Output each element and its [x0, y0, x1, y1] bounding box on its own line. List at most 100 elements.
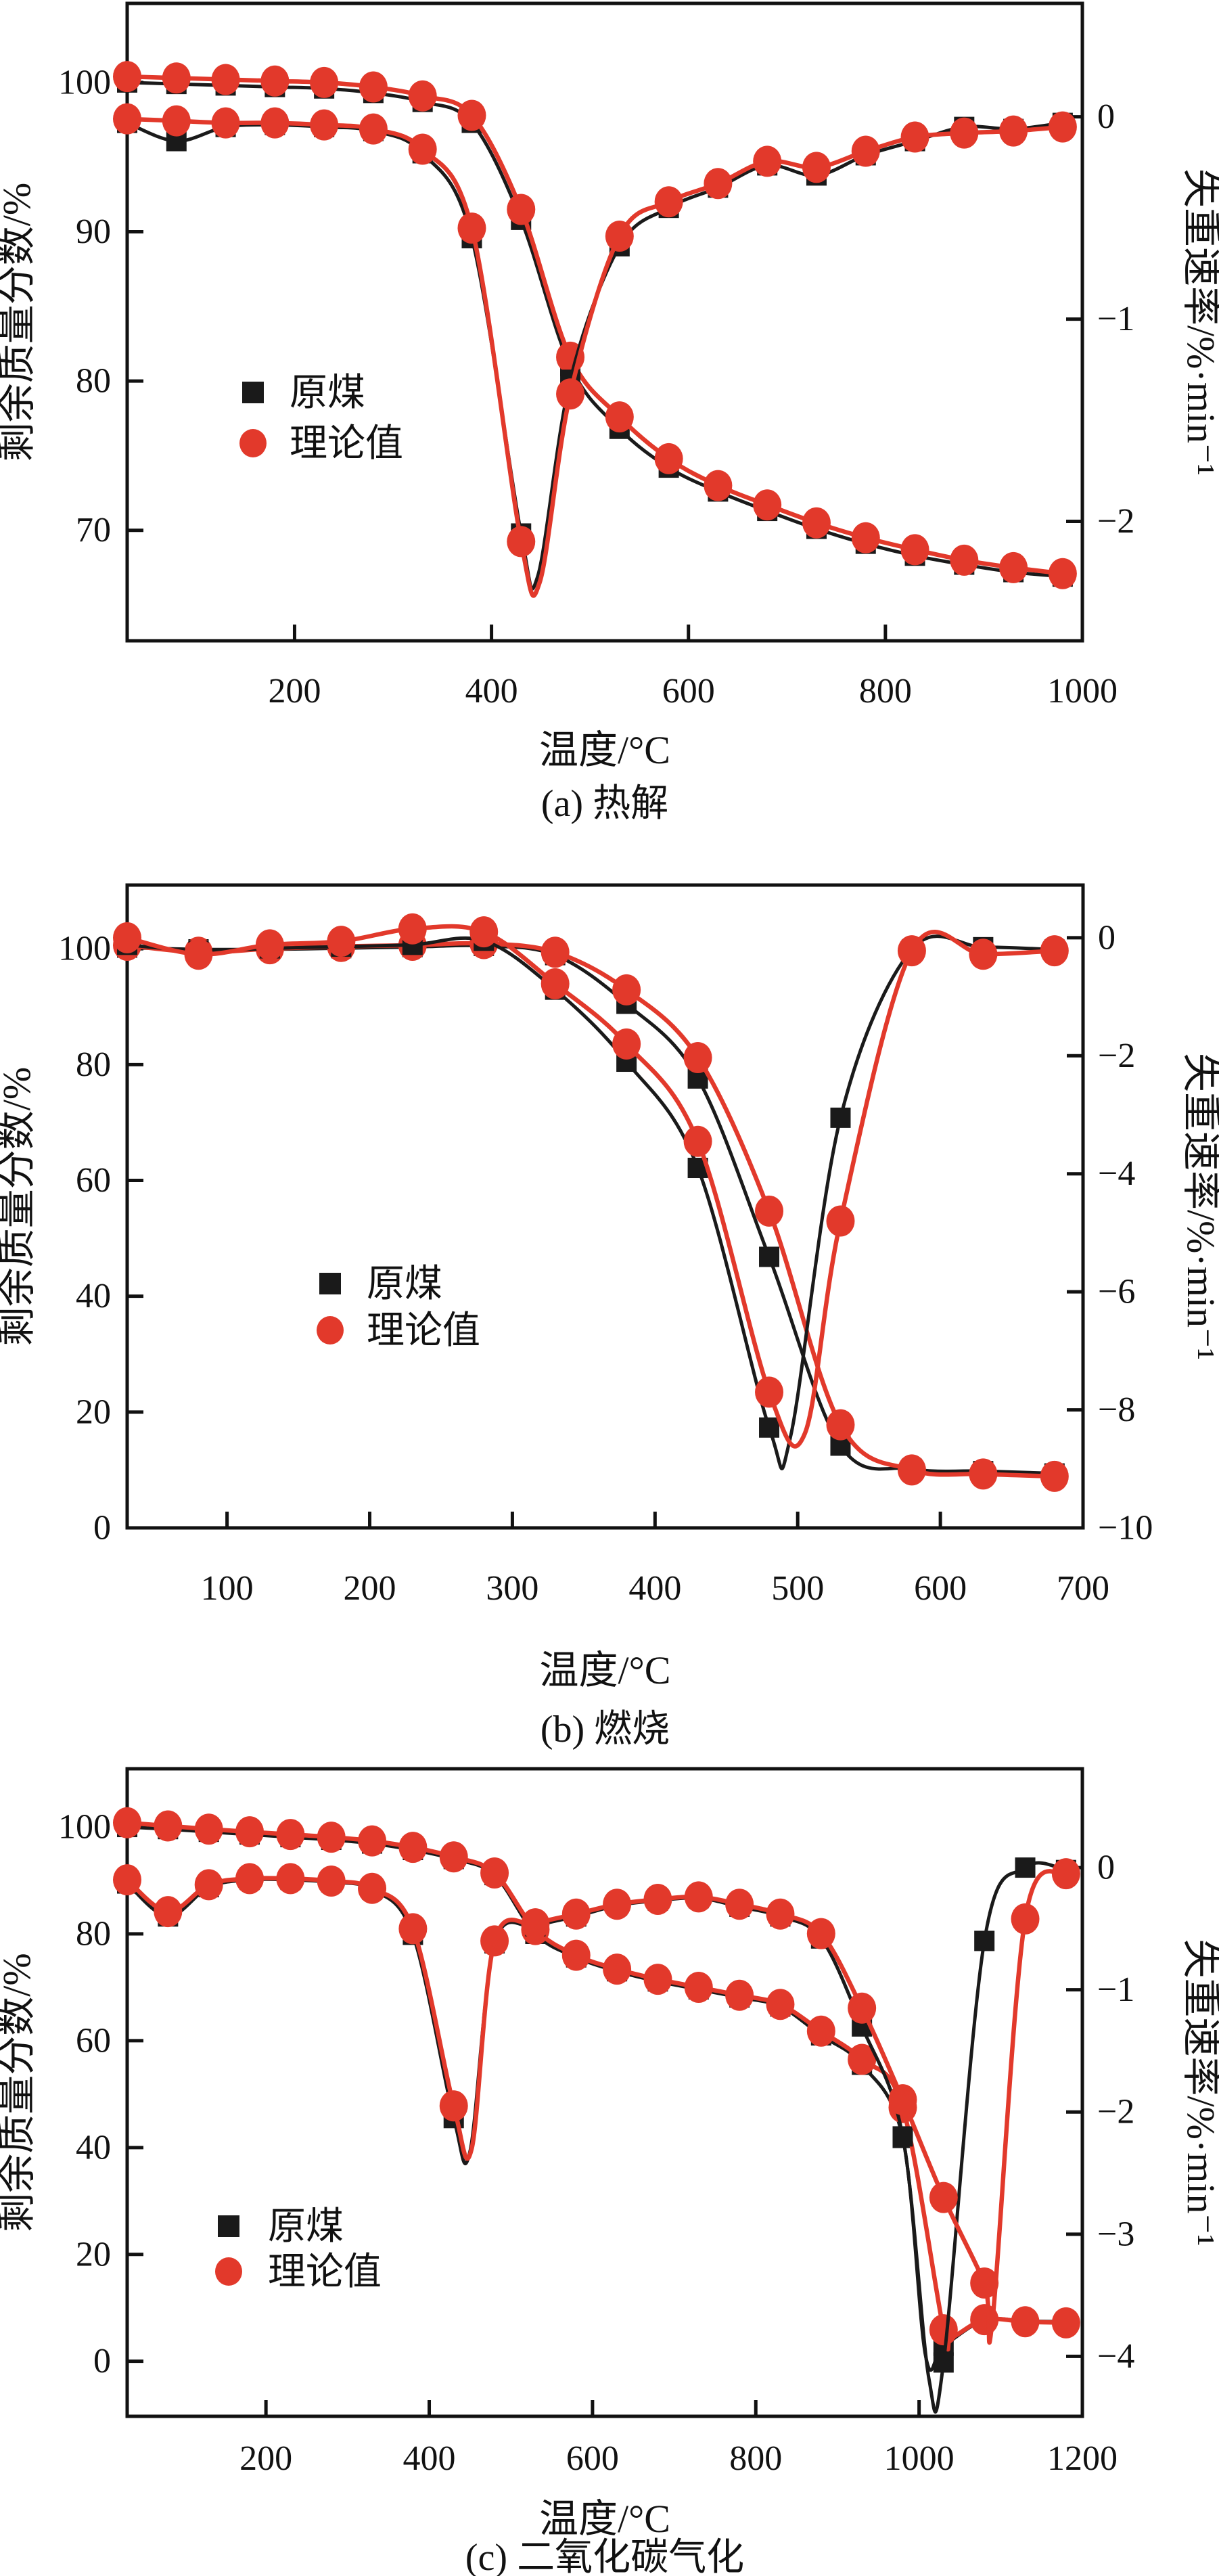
circle-marker-icon	[725, 1889, 754, 1920]
square-marker-icon	[1015, 1857, 1036, 1878]
circle-marker-icon	[235, 1863, 264, 1895]
circle-marker-icon	[358, 1872, 387, 1904]
circle-marker-icon	[540, 936, 570, 968]
circle-marker-icon	[1048, 111, 1077, 143]
circle-marker-icon	[654, 443, 683, 474]
circle-marker-icon	[643, 1964, 672, 1995]
circle-marker-icon	[929, 2314, 958, 2346]
x-tick-label: 1200	[1047, 2439, 1118, 2478]
y-left-tick-label: 0	[93, 2342, 111, 2380]
y-right-axis-title: 失重速率/%·min⁻¹	[1179, 168, 1219, 476]
y-left-tick-label: 100	[58, 930, 111, 968]
circle-marker-icon	[1051, 1858, 1080, 1890]
circle-marker-icon	[950, 117, 979, 149]
series-markers-dtg_theory	[113, 913, 1069, 1408]
series-markers-dtg_raw	[117, 1857, 1076, 2373]
legend-label: 理论值	[290, 423, 403, 465]
series-line-dtg_theory	[127, 924, 1055, 1449]
circle-marker-icon	[359, 113, 388, 145]
x-tick-label: 400	[403, 2439, 456, 2478]
y-left-tick-label: 80	[76, 362, 111, 401]
y-right-axis-title: 失重速率/%·min⁻¹	[1179, 1939, 1219, 2246]
circle-marker-icon	[457, 99, 486, 131]
circle-marker-icon	[851, 522, 880, 553]
x-tick-label: 800	[859, 672, 912, 710]
circle-marker-icon	[276, 1819, 305, 1851]
panel-caption: (b) 燃烧	[540, 1709, 670, 1750]
legend-circle-swatch-icon	[239, 429, 267, 457]
circle-marker-icon	[317, 1865, 346, 1897]
x-tick-label: 600	[914, 1569, 967, 1608]
legend-circle-swatch-icon	[317, 1316, 344, 1345]
circle-marker-icon	[507, 526, 536, 558]
circle-marker-icon	[480, 1925, 509, 1957]
x-tick-label: 600	[662, 672, 715, 710]
y-right-tick-label: −10	[1098, 1509, 1153, 1547]
series-markers-tg_raw	[117, 72, 1073, 587]
circle-marker-icon	[603, 1889, 632, 1920]
circle-marker-icon	[439, 1841, 468, 1873]
square-marker-icon	[759, 1246, 780, 1267]
circle-marker-icon	[605, 401, 634, 433]
series-line-dtg_raw	[127, 934, 1055, 1471]
x-tick-label: 100	[201, 1569, 254, 1608]
series-markers-dtg_raw	[117, 112, 1073, 544]
circle-marker-icon	[556, 378, 585, 410]
circle-marker-icon	[1051, 2307, 1080, 2338]
series-line-dtg_raw	[126, 1861, 1067, 2414]
circle-marker-icon	[766, 1898, 795, 1930]
panel-caption: (c) 二氧化碳气化	[465, 2537, 744, 2576]
circle-marker-icon	[310, 109, 339, 141]
series-markers-dtg_theory	[113, 103, 1077, 558]
y-right-tick-label: −2	[1097, 502, 1134, 541]
circle-marker-icon	[276, 1863, 305, 1895]
circle-marker-icon	[359, 71, 388, 103]
y-right-axis-title: 失重速率/%·min⁻¹	[1179, 1053, 1219, 1360]
circle-marker-icon	[154, 1896, 183, 1928]
y-left-tick-label: 80	[76, 1045, 111, 1084]
circle-marker-icon	[683, 1125, 712, 1157]
circle-marker-icon	[310, 66, 339, 98]
x-tick-label: 400	[465, 672, 518, 710]
circle-marker-icon	[398, 913, 427, 945]
circle-marker-icon	[235, 1816, 264, 1848]
circle-marker-icon	[888, 2084, 917, 2116]
x-axis-title: 温度/°C	[539, 728, 670, 772]
square-marker-icon	[830, 1107, 851, 1128]
x-tick-label: 400	[628, 1569, 681, 1608]
circle-marker-icon	[540, 968, 570, 999]
y-left-tick-label: 60	[76, 2021, 111, 2060]
y-right-tick-label: 0	[1097, 97, 1115, 136]
y-left-tick-label: 0	[93, 1509, 111, 1547]
circle-marker-icon	[612, 1028, 641, 1060]
y-right-tick-label: −3	[1097, 2215, 1134, 2253]
y-left-axis-title: 剩余质量分数/%	[0, 183, 39, 461]
x-tick-label: 200	[239, 2439, 292, 2478]
y-right-tick-label: 0	[1097, 1849, 1115, 1887]
x-tick-label: 600	[566, 2439, 619, 2478]
series-line-dtg_theory	[127, 116, 1063, 598]
legend-label: 原煤	[268, 2206, 344, 2248]
circle-marker-icon	[970, 2267, 999, 2299]
y-right-tick-label: −8	[1098, 1391, 1135, 1429]
circle-marker-icon	[408, 133, 437, 165]
y-left-axis-title: 剩余质量分数/%	[0, 1953, 39, 2232]
legend-label: 理论值	[268, 2251, 382, 2293]
x-tick-label: 200	[344, 1569, 396, 1608]
circle-marker-icon	[480, 1857, 509, 1889]
circle-marker-icon	[969, 939, 998, 970]
panel-b: 100 200 300 400 500 600 700 0 20 40 60 80 100 0 −2 −4 −6…	[0, 883, 1219, 1750]
y-right-tick-label: −6	[1098, 1273, 1135, 1311]
circle-marker-icon	[683, 1042, 712, 1074]
y-right-tick-label: −1	[1097, 1970, 1134, 2009]
circle-marker-icon	[327, 926, 356, 957]
legend-label: 理论值	[367, 1310, 480, 1352]
circle-marker-icon	[398, 1832, 428, 1863]
circle-marker-icon	[260, 107, 290, 139]
x-tick-label: 1000	[1047, 672, 1118, 710]
circle-marker-icon	[113, 1807, 141, 1838]
circle-marker-icon	[851, 135, 880, 167]
y-left-tick-label: 70	[76, 511, 111, 549]
